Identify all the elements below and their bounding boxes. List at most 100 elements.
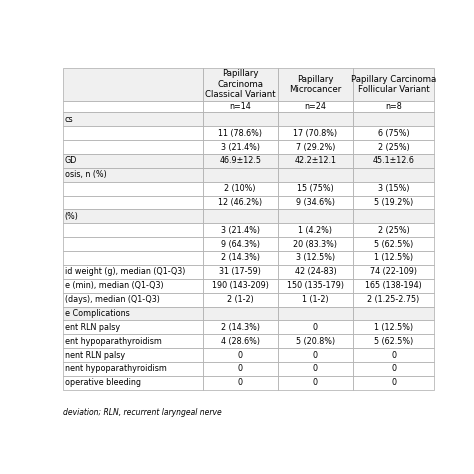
Bar — [202, 362, 278, 376]
Text: 2 (14.3%): 2 (14.3%) — [221, 323, 260, 332]
Text: 0: 0 — [237, 351, 243, 360]
Text: 190 (143-209): 190 (143-209) — [212, 281, 269, 290]
Bar — [202, 292, 278, 307]
Bar — [278, 307, 353, 320]
Text: 1 (12.5%): 1 (12.5%) — [374, 323, 413, 332]
Bar — [202, 307, 278, 320]
Bar — [63, 265, 202, 279]
Text: 150 (135-179): 150 (135-179) — [287, 281, 344, 290]
Bar — [202, 279, 278, 292]
Bar — [353, 348, 434, 362]
Bar — [202, 140, 278, 154]
Bar — [278, 196, 353, 210]
Text: 45.1±12.6: 45.1±12.6 — [373, 156, 414, 165]
Text: 2 (14.3%): 2 (14.3%) — [221, 254, 260, 263]
Bar — [63, 237, 202, 251]
Text: ent hypoparathyroidism: ent hypoparathyroidism — [65, 337, 162, 346]
Text: 3 (12.5%): 3 (12.5%) — [296, 254, 335, 263]
Text: GD: GD — [65, 156, 77, 165]
Bar — [63, 112, 202, 126]
Bar — [63, 210, 202, 223]
Bar — [353, 251, 434, 265]
Bar — [278, 237, 353, 251]
Text: 0: 0 — [391, 365, 396, 374]
Bar — [202, 154, 278, 168]
Bar — [202, 265, 278, 279]
Bar — [278, 292, 353, 307]
Text: 2 (10%): 2 (10%) — [224, 184, 256, 193]
Bar — [63, 68, 202, 100]
Bar — [202, 100, 278, 112]
Text: n=8: n=8 — [385, 102, 402, 111]
Text: 0: 0 — [391, 378, 396, 387]
Bar — [278, 334, 353, 348]
Bar — [202, 376, 278, 390]
Text: 5 (20.8%): 5 (20.8%) — [296, 337, 335, 346]
Bar — [278, 265, 353, 279]
Text: id weight (g), median (Q1-Q3): id weight (g), median (Q1-Q3) — [65, 267, 185, 276]
Text: 2 (1-2): 2 (1-2) — [227, 295, 254, 304]
Bar — [202, 196, 278, 210]
Bar — [63, 182, 202, 196]
Bar — [63, 251, 202, 265]
Text: e Complications: e Complications — [65, 309, 129, 318]
Bar — [63, 100, 202, 112]
Bar — [278, 210, 353, 223]
Bar — [63, 140, 202, 154]
Text: (%): (%) — [65, 212, 79, 221]
Text: e (min), median (Q1-Q3): e (min), median (Q1-Q3) — [65, 281, 164, 290]
Text: 2 (25%): 2 (25%) — [378, 143, 410, 152]
Bar — [202, 251, 278, 265]
Text: 20 (83.3%): 20 (83.3%) — [293, 240, 337, 249]
Text: 12 (46.2%): 12 (46.2%) — [218, 198, 262, 207]
Bar — [353, 237, 434, 251]
Text: 11 (78.6%): 11 (78.6%) — [218, 128, 262, 137]
Bar — [63, 279, 202, 292]
Bar — [353, 100, 434, 112]
Bar — [353, 292, 434, 307]
Text: ent RLN palsy: ent RLN palsy — [65, 323, 120, 332]
Text: 7 (29.2%): 7 (29.2%) — [296, 143, 335, 152]
Bar — [353, 265, 434, 279]
Text: operative bleeding: operative bleeding — [65, 378, 141, 387]
Text: 42 (24-83): 42 (24-83) — [295, 267, 337, 276]
Bar — [353, 223, 434, 237]
Bar — [353, 210, 434, 223]
Bar — [63, 126, 202, 140]
Text: 0: 0 — [237, 378, 243, 387]
Bar — [353, 320, 434, 334]
Text: 6 (75%): 6 (75%) — [378, 128, 410, 137]
Text: n=24: n=24 — [304, 102, 327, 111]
Bar — [202, 223, 278, 237]
Bar — [278, 376, 353, 390]
Text: 9 (34.6%): 9 (34.6%) — [296, 198, 335, 207]
Text: 42.2±12.1: 42.2±12.1 — [294, 156, 337, 165]
Bar — [63, 348, 202, 362]
Text: nent RLN palsy: nent RLN palsy — [65, 351, 125, 360]
Text: 5 (62.5%): 5 (62.5%) — [374, 337, 413, 346]
Text: 3 (21.4%): 3 (21.4%) — [221, 143, 260, 152]
Bar — [202, 168, 278, 182]
Bar — [63, 292, 202, 307]
Bar — [353, 126, 434, 140]
Text: 0: 0 — [313, 323, 318, 332]
Bar — [202, 237, 278, 251]
Text: n=14: n=14 — [229, 102, 251, 111]
Text: 74 (22-109): 74 (22-109) — [370, 267, 417, 276]
Bar — [63, 223, 202, 237]
Bar — [202, 348, 278, 362]
Text: cs: cs — [65, 115, 73, 124]
Text: 31 (17-59): 31 (17-59) — [219, 267, 261, 276]
Bar — [353, 112, 434, 126]
Text: 4 (28.6%): 4 (28.6%) — [221, 337, 260, 346]
Bar — [353, 334, 434, 348]
Bar — [353, 154, 434, 168]
Text: Papillary Carcinoma
Follicular Variant: Papillary Carcinoma Follicular Variant — [351, 74, 436, 94]
Text: 0: 0 — [313, 378, 318, 387]
Bar — [278, 182, 353, 196]
Bar — [278, 112, 353, 126]
Text: 5 (62.5%): 5 (62.5%) — [374, 240, 413, 249]
Text: nent hypoparathyroidism: nent hypoparathyroidism — [65, 365, 167, 374]
Text: 1 (4.2%): 1 (4.2%) — [299, 226, 332, 235]
Bar — [278, 362, 353, 376]
